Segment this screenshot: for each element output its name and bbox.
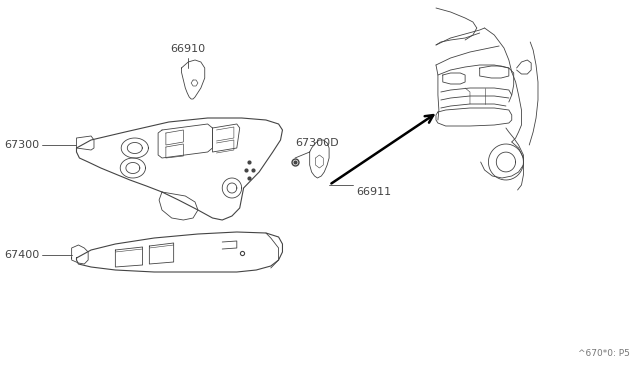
Text: 66911: 66911 bbox=[356, 187, 392, 197]
Text: ^670*0: P5: ^670*0: P5 bbox=[579, 349, 630, 358]
Text: 66910: 66910 bbox=[171, 44, 206, 54]
Text: 67300: 67300 bbox=[4, 140, 40, 150]
Text: 67400: 67400 bbox=[4, 250, 40, 260]
Text: 67300D: 67300D bbox=[295, 138, 339, 148]
